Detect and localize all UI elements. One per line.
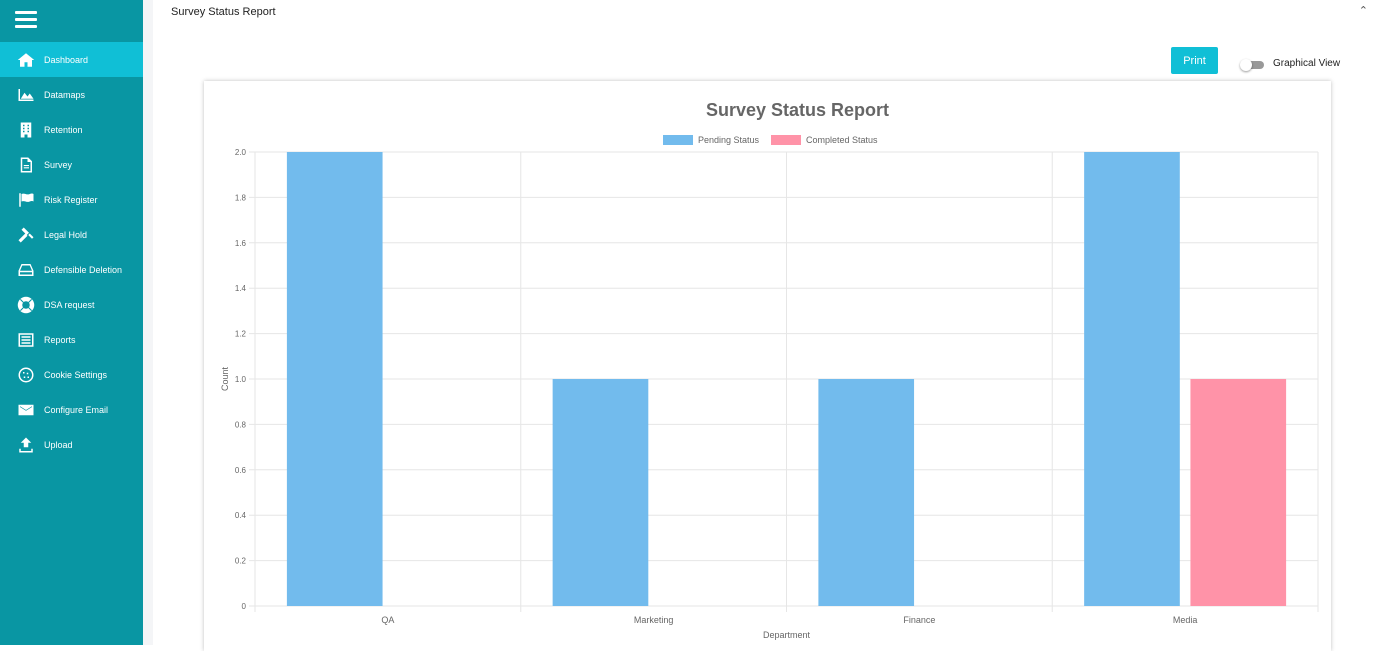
flag-icon	[16, 190, 36, 210]
lifebuoy-icon	[16, 295, 36, 315]
sidebar-item-label: Legal Hold	[44, 229, 88, 240]
sidebar-item-label: Retention	[44, 124, 83, 135]
drive-icon	[16, 260, 36, 280]
document-icon	[16, 155, 36, 175]
y-tick-label: 1.6	[235, 239, 247, 248]
toggle-track	[1244, 61, 1264, 69]
y-tick-label: 1.4	[235, 284, 247, 293]
sidebar-item-label: Cookie Settings	[44, 369, 108, 380]
x-tick-label: QA	[381, 615, 394, 625]
sidebar-item-label: Datamaps	[44, 89, 86, 100]
graphical-view-toggle[interactable]	[1240, 59, 1266, 71]
y-tick-label: 2.0	[235, 148, 247, 157]
sidebar-item-dsa-request[interactable]: DSA request	[0, 287, 143, 322]
sidebar-item-label: Survey	[44, 159, 73, 170]
y-tick-label: 0.6	[235, 466, 247, 475]
x-tick-label: Media	[1173, 615, 1198, 625]
legend-swatch	[663, 135, 693, 145]
print-button[interactable]: Print	[1171, 47, 1218, 74]
sidebar-item-dashboard[interactable]: Dashboard	[0, 42, 143, 77]
upload-icon	[16, 435, 36, 455]
y-axis-title: Count	[220, 367, 230, 392]
chevron-up-icon[interactable]: ⌃	[1358, 5, 1368, 17]
sidebar-item-label: Upload	[44, 439, 73, 450]
building-icon	[16, 120, 36, 140]
y-tick-label: 0.2	[235, 557, 247, 566]
sidebar-item-label: Risk Register	[44, 194, 98, 205]
y-tick-label: 0	[242, 602, 247, 611]
area-chart-icon	[16, 85, 36, 105]
sidebar-item-survey[interactable]: Survey	[0, 147, 143, 182]
x-axis-title: Department	[763, 630, 811, 640]
menu-toggle-icon[interactable]	[15, 11, 37, 31]
gavel-icon	[16, 225, 36, 245]
sidebar-item-label: Reports	[44, 334, 76, 345]
sidebar-item-upload[interactable]: Upload	[0, 427, 143, 462]
sidebar-item-datamaps[interactable]: Datamaps	[0, 77, 143, 112]
list-icon	[16, 330, 36, 350]
chart-card: Survey Status Report Pending Status Comple…	[204, 81, 1331, 651]
sidebar-item-retention[interactable]: Retention	[0, 112, 143, 147]
y-tick-label: 0.4	[235, 511, 247, 520]
y-tick-label: 1.0	[235, 375, 247, 384]
cookie-icon	[16, 365, 36, 385]
sidebar: Dashboard Datamaps Retention Survey Risk…	[0, 0, 143, 645]
bar	[286, 152, 383, 606]
bar-chart: Survey Status Report Pending Status Comple…	[220, 100, 1319, 640]
sidebar-item-label: Defensible Deletion	[44, 264, 123, 275]
bar	[1190, 379, 1287, 606]
sidebar-nav: Dashboard Datamaps Retention Survey Risk…	[0, 42, 143, 462]
toggle-knob	[1240, 59, 1252, 71]
x-tick-label: Finance	[903, 615, 935, 625]
main-content: Survey Status Report ⌃ Print Graphical V…	[143, 0, 1378, 651]
y-tick-label: 1.8	[235, 193, 247, 202]
sidebar-item-risk-register[interactable]: Risk Register	[0, 182, 143, 217]
legend-label: Pending Status	[698, 135, 760, 145]
y-tick-label: 1.2	[235, 330, 247, 339]
sidebar-item-configure-email[interactable]: Configure Email	[0, 392, 143, 427]
legend-swatch	[771, 135, 801, 145]
bar	[818, 379, 915, 606]
sidebar-item-defensible-deletion[interactable]: Defensible Deletion	[0, 252, 143, 287]
sidebar-item-label: Dashboard	[44, 54, 89, 65]
legend-label: Completed Status	[806, 135, 878, 145]
bar	[552, 379, 649, 606]
bar	[1084, 152, 1180, 606]
envelope-icon	[16, 400, 36, 420]
page-title: Survey Status Report	[171, 6, 276, 18]
sidebar-item-cookie-settings[interactable]: Cookie Settings	[0, 357, 143, 392]
graphical-view-label: Graphical View	[1273, 58, 1341, 69]
chart-title: Survey Status Report	[706, 100, 889, 120]
sidebar-item-label: Configure Email	[44, 404, 109, 415]
sidebar-item-reports[interactable]: Reports	[0, 322, 143, 357]
y-tick-label: 0.8	[235, 420, 247, 429]
sidebar-item-legal-hold[interactable]: Legal Hold	[0, 217, 143, 252]
sidebar-item-label: DSA request	[44, 299, 95, 310]
x-tick-label: Marketing	[634, 615, 674, 625]
home-icon	[16, 50, 36, 70]
